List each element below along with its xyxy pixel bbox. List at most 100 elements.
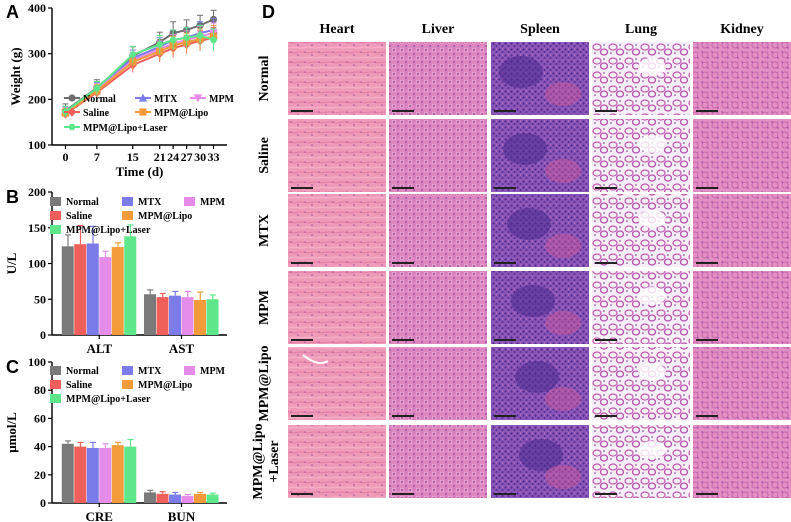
row-label-line: Normal [257,55,272,101]
c-legend-swatch [122,380,133,389]
histology-image-heart [288,194,386,267]
b-legend-swatch [50,211,61,220]
scale-bar [494,110,516,112]
a-legend-marker [68,94,76,102]
a-y-axis-label: Weight (g) [8,47,23,105]
row-label-line: Saline [257,137,272,174]
alveolar-space [638,363,666,381]
histology-image-liver [389,271,487,344]
scale-bar [696,493,718,495]
tissue-tear [302,354,329,364]
white-pulp-region [503,133,547,165]
a-x-tick-label: 27 [181,150,193,164]
tissue-texture [693,42,791,115]
tissue-texture [592,425,690,498]
histology-image-kidney [693,42,791,115]
scale-bar [494,262,516,264]
a-x-tick-label: 0 [62,150,68,164]
b-bar [86,243,99,335]
tissue-texture [288,271,386,344]
tissue-texture [693,347,791,420]
a-legend-marker [67,107,77,117]
b-legend-label: MTX [138,197,162,208]
a-legend-marker [68,123,76,131]
scale-bar [494,493,516,495]
row-label-0: Normal [257,55,272,101]
c-legend-swatch [50,394,61,403]
a-legend-label: MPM [209,94,235,105]
b-y-tick-label: 0 [40,328,46,342]
c-bar [206,494,219,503]
c-bar [124,446,137,503]
tissue-texture [693,425,791,498]
scale-bar [494,187,516,189]
scale-bar [291,415,313,417]
c-y-tick-label: 40 [34,440,46,454]
c-y-tick-label: 60 [34,411,46,425]
histology-image-lung [592,347,690,420]
b-y-tick-label: 100 [28,257,46,271]
c-y-tick-label: 0 [40,496,46,510]
b-bar [194,299,206,335]
scale-bar [595,415,617,417]
row-label-line: MTX [257,214,272,247]
histology-grid: Heart Liver Spleen Lung Kidney Normal Saline MT… [251,22,791,500]
c-legend-label: MPM@Lipo+Laser [66,394,151,405]
scale-bar [696,187,718,189]
a-data-point [209,36,218,44]
b-legend-swatch [122,197,133,206]
c-bar [86,448,99,503]
scale-bar [595,262,617,264]
tissue-texture [288,347,386,420]
c-y-tick-label: 20 [34,468,46,482]
a-data-point [183,34,191,41]
b-x-tick-label: ALT [86,341,112,356]
scale-bar [392,110,414,112]
histology-image-spleen [491,42,589,115]
alveolar-space [638,287,666,305]
tissue-texture [389,119,487,192]
histology-image-liver [389,119,487,192]
a-x-tick-label: 33 [208,150,220,164]
column-header-kidney: Kidney [720,22,764,37]
b-y-tick-label: 150 [28,221,46,235]
tissue-texture [389,42,487,115]
scale-bar [696,339,718,341]
scale-bar [696,415,718,417]
histology-image-lung [592,119,690,192]
histology-image-liver [389,194,487,267]
b-bar [156,297,169,335]
row-label-5: MPM@Lipo+Laser [251,423,282,499]
a-x-tick-label: 7 [94,150,100,164]
a-y-tick-label: 100 [28,138,46,152]
a-legend-label: MPM@Lipo+Laser [83,123,168,134]
b-legend-swatch [50,225,61,234]
column-header-liver: Liver [422,22,455,37]
b-y-tick-label: 200 [28,185,46,199]
tissue-texture [693,271,791,344]
scale-bar [291,493,313,495]
scale-bar [392,339,414,341]
c-legend-label: MPM@Lipo [138,380,192,391]
tissue-texture [592,347,690,420]
histology-image-spleen [491,194,589,267]
histology-image-heart [288,425,386,498]
white-pulp-region [499,56,543,88]
tissue-texture [592,119,690,192]
a-data-point [196,32,204,39]
c-x-tick-label: CRE [86,509,113,522]
a-y-tick-label: 200 [28,92,46,106]
a-legend-label: Normal [83,94,116,105]
histology-image-spleen [491,425,589,498]
b-legend-label: MPM@Lipo+Laser [66,225,151,236]
scale-bar [595,339,617,341]
red-pulp-region [545,159,581,183]
b-legend-label: MPM@Lipo [138,211,192,222]
scale-bar [392,493,414,495]
tissue-texture [288,119,386,192]
histology-image-kidney [693,119,791,192]
histology-image-lung [592,425,690,498]
alveolar-space [638,441,666,459]
column-header-spleen: Spleen [520,22,560,37]
c-y-axis-label: μmol/L [4,412,19,453]
